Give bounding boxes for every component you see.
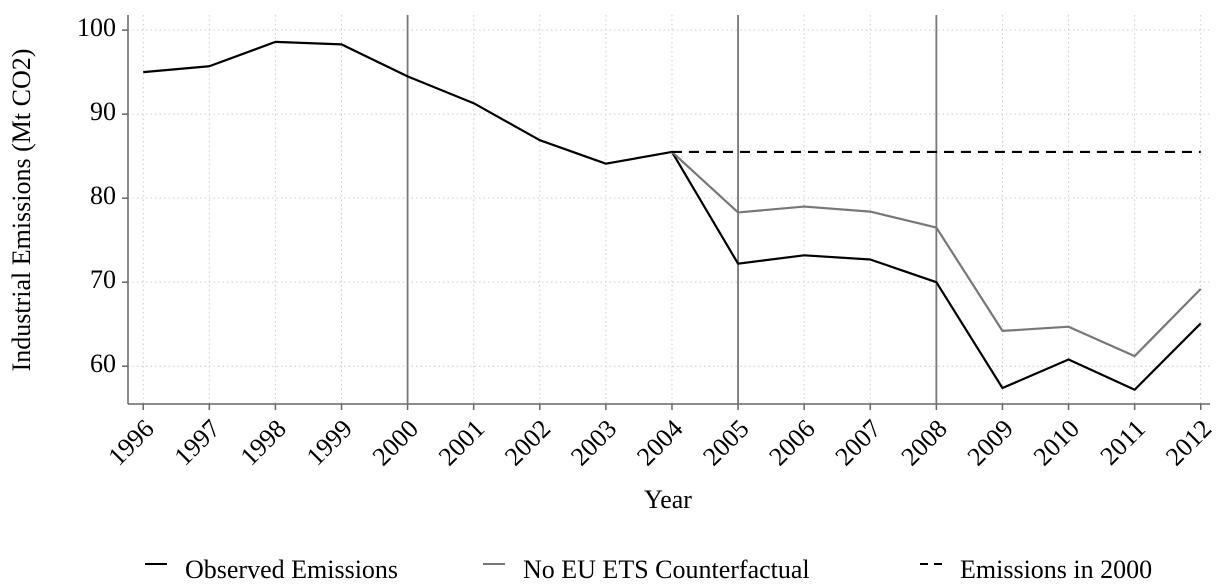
y-tick-label: 60 bbox=[90, 349, 116, 378]
x-tick-label: 1998 bbox=[235, 414, 292, 471]
legend-label: No EU ETS Counterfactual bbox=[523, 555, 810, 584]
legend-label: Observed Emissions bbox=[185, 555, 398, 584]
series-line bbox=[143, 40, 1202, 391]
legend-label: Emissions in 2000 bbox=[960, 555, 1152, 584]
x-tick-label: 1996 bbox=[102, 414, 159, 471]
x-tick-label: 2010 bbox=[1028, 414, 1085, 471]
x-tick-label: 2001 bbox=[433, 414, 490, 471]
y-tick-label: 80 bbox=[90, 181, 116, 210]
x-tick-label: 2007 bbox=[829, 414, 886, 471]
x-tick-label: 2002 bbox=[499, 414, 556, 471]
series-line bbox=[671, 151, 1202, 358]
x-tick-label: 2008 bbox=[896, 414, 953, 471]
y-tick-label: 70 bbox=[90, 265, 116, 294]
x-tick-label: 2004 bbox=[631, 414, 688, 471]
x-tick-label: 2011 bbox=[1095, 414, 1152, 471]
x-tick-label: 1997 bbox=[168, 414, 225, 471]
y-tick-label: 90 bbox=[90, 97, 116, 126]
x-tick-label: 2012 bbox=[1160, 414, 1217, 471]
x-axis-label: Year bbox=[644, 485, 692, 514]
x-tick-label: 2003 bbox=[565, 414, 622, 471]
x-tick-label: 2006 bbox=[763, 414, 820, 471]
y-tick-label: 100 bbox=[77, 13, 116, 42]
x-tick-label: 1999 bbox=[301, 414, 358, 471]
x-tick-label: 2000 bbox=[367, 414, 424, 471]
x-tick-label: 2009 bbox=[962, 414, 1019, 471]
y-axis-label: Industrial Emissions (Mt CO2) bbox=[7, 49, 36, 372]
x-tick-label: 2005 bbox=[697, 414, 754, 471]
